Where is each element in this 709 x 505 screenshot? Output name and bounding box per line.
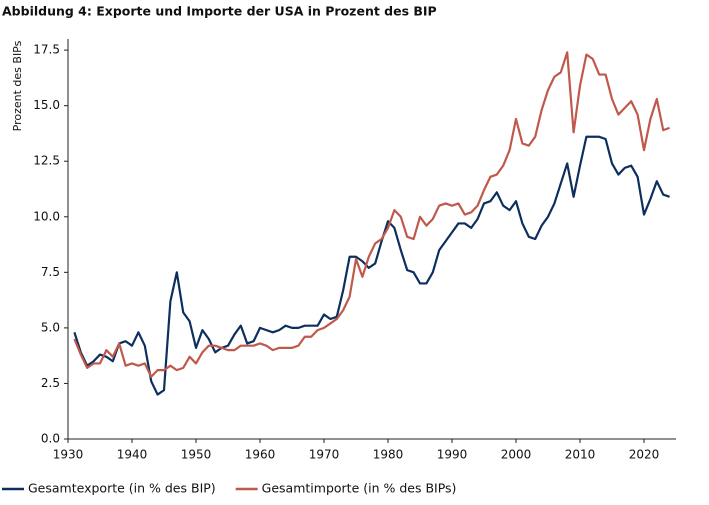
x-tick-label: 2000 — [501, 448, 532, 462]
x-tick-label: 2020 — [629, 448, 660, 462]
chart-title: Abbildung 4: Exporte und Importe der USA… — [2, 4, 437, 19]
y-tick-label: 15.0 — [33, 98, 60, 112]
x-tick-label: 1950 — [181, 448, 212, 462]
x-tick-label: 1960 — [245, 448, 276, 462]
x-tick-label: 1980 — [373, 448, 404, 462]
legend-label: Gesamtimporte (in % des BIPs) — [262, 481, 457, 496]
y-tick-label: 10.0 — [33, 209, 60, 223]
y-tick-label: 0.0 — [41, 432, 60, 446]
y-tick-label: 2.5 — [41, 376, 60, 390]
x-tick-label: 1990 — [437, 448, 468, 462]
series-line — [73, 135, 670, 396]
y-axis-label: Prozent des BIPs — [11, 40, 24, 131]
series-line — [73, 51, 670, 378]
x-tick-label: 1970 — [309, 448, 340, 462]
y-tick-label: 12.5 — [33, 154, 60, 168]
y-tick-label: 17.5 — [33, 43, 60, 57]
x-tick-label: 2010 — [565, 448, 596, 462]
legend-label: Gesamtexporte (in % des BIP) — [28, 481, 216, 496]
y-tick-label: 5.0 — [41, 320, 60, 334]
y-tick-label: 7.5 — [41, 265, 60, 279]
x-tick-label: 1930 — [53, 448, 84, 462]
x-tick-label: 1940 — [117, 448, 148, 462]
